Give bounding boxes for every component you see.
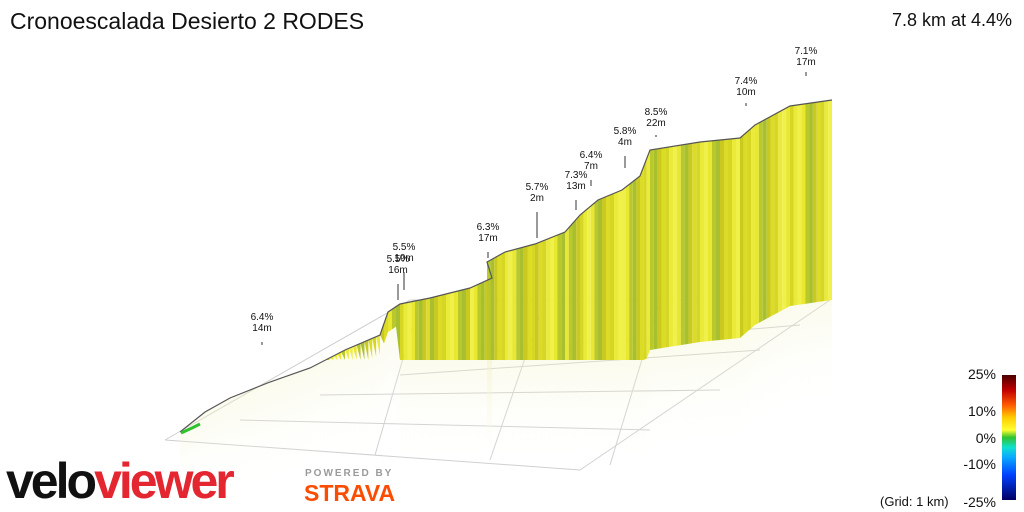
grade-color-scale (1002, 375, 1016, 500)
scale-tick-25: 25% (967, 366, 996, 382)
seg-label-11: 7.1%17m (795, 46, 818, 76)
segment-grade: 7.1% (795, 46, 818, 57)
scale-tick-0: 0% (975, 430, 996, 446)
segment-grade: 6.3% (477, 222, 500, 233)
segment-length: 14m (252, 323, 271, 334)
segment-grade: 7.3% (565, 170, 588, 181)
segment-grade: 6.4% (251, 312, 274, 323)
seg-label-8: 5.8%4m (614, 126, 637, 168)
seg-label-2: 5.5%16m (387, 254, 410, 300)
segment-length: 16m (388, 265, 407, 276)
scale-tick-minus25: -25% (963, 494, 996, 510)
segment-grade: 5.5% (387, 254, 410, 265)
segment-length: 2m (530, 193, 544, 204)
distance-grade-summary: 7.8 km at 4.4% (891, 10, 1012, 30)
segment-grade: 7.4% (735, 76, 758, 87)
veloviewer-logo: veloviewer (6, 452, 235, 509)
grid-note: (Grid: 1 km) (880, 494, 949, 509)
logo-viewer: viewer (94, 453, 235, 509)
chart-title: Cronoescalada Desierto 2 RODES (10, 8, 365, 34)
seg-label-1: 6.4%14m (251, 312, 274, 345)
segment-grade: 5.5% (393, 242, 416, 253)
segment-grade: 6.4% (580, 150, 603, 161)
scale-tick-10: 10% (967, 403, 996, 419)
seg-label-3: 5.5%10m (393, 242, 416, 290)
powered-by-label: POWERED BY (305, 468, 394, 479)
seg-label-5: 5.7%2m (526, 182, 549, 238)
scale-tick-minus10: -10% (963, 456, 996, 472)
segment-length: 17m (796, 57, 815, 68)
segment-grade: 8.5% (645, 107, 668, 118)
segment-grade: 5.8% (614, 126, 637, 137)
segment-grade: 5.7% (526, 182, 549, 193)
seg-label-7: 6.4%7m (580, 150, 603, 186)
segment-length: 13m (566, 181, 585, 192)
strava-logo: STRAVA (304, 480, 396, 506)
segment-length: 7m (584, 161, 598, 172)
profile-reflection (180, 300, 832, 495)
segment-length: 22m (646, 118, 665, 129)
segment-length: 10m (394, 253, 413, 264)
seg-label-10: 7.4%10m (735, 76, 758, 106)
seg-label-6: 7.3%13m (565, 170, 588, 210)
segment-length: 17m (478, 233, 497, 244)
segment-labels: 6.4%14m5.5%16m5.5%10m6.3%17m5.7%2m7.3%13… (251, 46, 818, 345)
seg-label-4: 6.3%17m (477, 222, 500, 258)
segment-length: 4m (618, 137, 632, 148)
elevation-profile-wall (179, 99, 833, 435)
segment-length: 10m (736, 87, 755, 98)
seg-label-9: 8.5%22m (645, 107, 668, 137)
logo-velo: velo (6, 453, 97, 509)
